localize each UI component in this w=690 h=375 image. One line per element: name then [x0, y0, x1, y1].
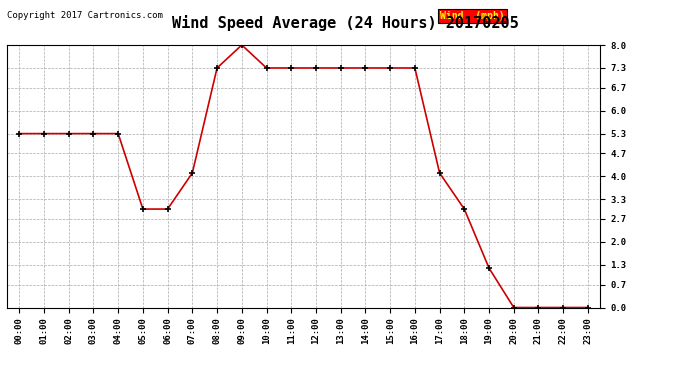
Text: Wind  (mph): Wind (mph) — [440, 11, 504, 21]
Text: Copyright 2017 Cartronics.com: Copyright 2017 Cartronics.com — [7, 11, 163, 20]
Text: Wind Speed Average (24 Hours) 20170205: Wind Speed Average (24 Hours) 20170205 — [172, 15, 518, 31]
